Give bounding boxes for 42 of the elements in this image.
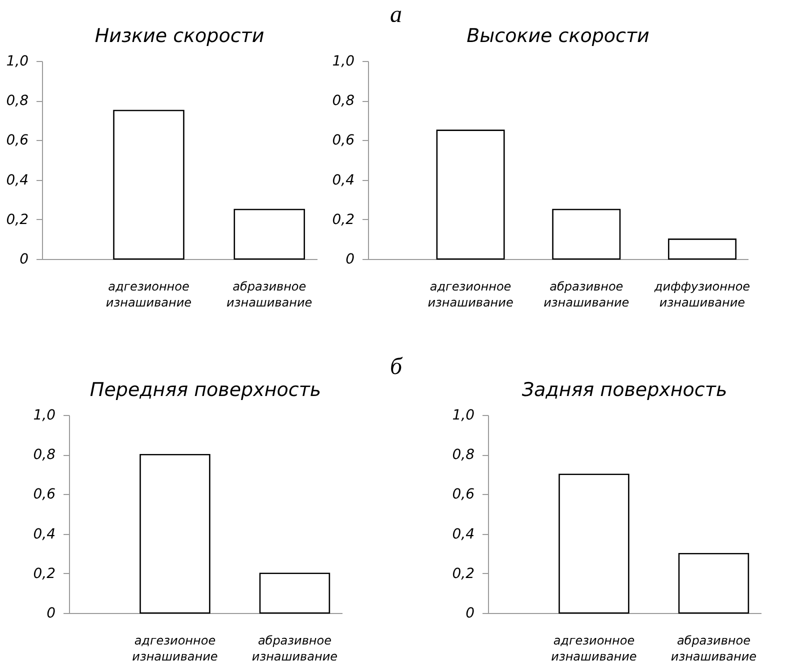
y-tick-label: 0,4 xyxy=(33,526,56,542)
y-tick-label: 0,6 xyxy=(332,132,355,149)
y-tick-label: 0,8 xyxy=(452,447,475,464)
y-tick-label: 0 xyxy=(346,252,355,268)
y-tick-label: 0,2 xyxy=(6,212,29,228)
text: а xyxy=(390,2,402,29)
x-tick-label: адгезионное изнашивание xyxy=(132,634,218,664)
chart-title: Передняя поверхность xyxy=(90,379,322,401)
y-tick-label: 0,2 xyxy=(33,566,56,582)
y-tick-label: 0,4 xyxy=(332,172,354,188)
x-tick-label: абразивное изнашивание xyxy=(670,634,757,664)
y-tick-label: 0 xyxy=(466,606,475,622)
y-tick-label: 1,0 xyxy=(6,54,29,70)
y-tick-label: 0,6 xyxy=(452,486,475,503)
y-tick-label: 0,8 xyxy=(332,93,355,110)
y-tick-label: 0,4 xyxy=(6,172,28,188)
y-tick-label: 0 xyxy=(20,252,29,268)
y-tick-label: 0,6 xyxy=(33,486,56,503)
y-tick-label: 0,6 xyxy=(6,132,29,149)
x-tick-label: абразивное изнашивание xyxy=(252,634,338,664)
y-tick-label: 0,2 xyxy=(332,212,355,228)
x-tick-label: адгезионное изнашивание xyxy=(106,280,192,310)
text: б xyxy=(390,354,402,381)
y-tick-label: 1,0 xyxy=(452,408,475,424)
y-tick-label: 0,8 xyxy=(33,447,56,464)
bar xyxy=(436,130,505,260)
x-tick-label: диффузионное изнашивание xyxy=(653,280,750,310)
chart-title: Высокие скорости xyxy=(466,25,650,47)
y-tick-label: 0,8 xyxy=(6,93,29,110)
y-tick-label: 0,2 xyxy=(452,566,475,582)
x-tick-label: адгезионное изнашивание xyxy=(551,634,637,664)
x-tick-label: абразивное изнашивание xyxy=(544,280,630,310)
chart-title: Задняя поверхность xyxy=(522,379,728,401)
bar xyxy=(668,238,736,260)
y-tick-label: 0,4 xyxy=(452,526,474,542)
y-tick-label: 1,0 xyxy=(33,408,56,424)
bar xyxy=(552,208,621,260)
x-tick-label: абразивное изнашивание xyxy=(226,280,312,310)
y-tick-label: 0 xyxy=(46,606,56,622)
chart-title: Низкие скорости xyxy=(94,25,264,47)
y-tick-label: 1,0 xyxy=(332,54,355,70)
x-tick-label: адгезионное изнашивание xyxy=(428,280,514,310)
